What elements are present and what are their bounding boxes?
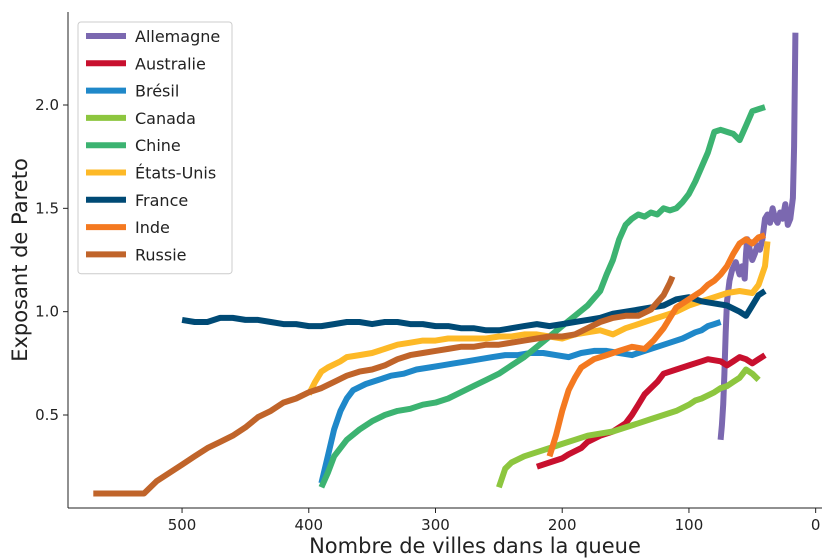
- series-line-bresil: [318, 319, 722, 484]
- x-tick-label: 300: [421, 516, 450, 534]
- x-axis-title: Nombre de villes dans la queue: [309, 534, 641, 558]
- legend-label-france: France: [135, 191, 188, 210]
- x-ticks: 500 400 300 200 100 0: [168, 508, 821, 534]
- y-ticks: 0.5 1.0 1.5 2.0: [35, 96, 68, 424]
- legend-label-australie: Australie: [135, 54, 206, 73]
- legend-label-canada: Canada: [135, 109, 196, 128]
- y-tick-label: 2.0: [35, 96, 59, 114]
- series-layer: [93, 32, 799, 497]
- legend-label-allemagne: Allemagne: [135, 27, 220, 46]
- x-tick-label: 400: [294, 516, 323, 534]
- legend-label-russie: Russie: [135, 245, 187, 264]
- series-line-russie: [93, 275, 676, 497]
- axes: 500 400 300 200 100 0 0.5 1.0 1.5 2.0: [35, 12, 822, 534]
- legend-label-inde: Inde: [135, 218, 170, 237]
- series-line-chine: [318, 104, 766, 489]
- legend-box: [77, 21, 233, 275]
- series-line-australie: [535, 352, 767, 470]
- legend-label-bresil: Brésil: [135, 82, 179, 101]
- series-line-etats-unis: [306, 241, 771, 396]
- x-tick-label: 0: [811, 516, 821, 534]
- y-tick-label: 1.5: [35, 199, 59, 217]
- y-tick-label: 0.5: [35, 406, 59, 424]
- y-axis-title: Exposant de Pareto: [8, 158, 32, 362]
- series-line-inde: [546, 232, 766, 458]
- series-line-canada: [496, 366, 761, 489]
- x-tick-label: 200: [548, 516, 577, 534]
- legend-label-etats-unis: États-Unis: [135, 164, 216, 183]
- x-tick-label: 500: [168, 516, 197, 534]
- y-tick-label: 1.0: [35, 303, 59, 321]
- legend-label-chine: Chine: [135, 136, 181, 155]
- x-tick-label: 100: [675, 516, 704, 534]
- legend: Allemagne Australie Brésil Canada Chine États…: [77, 21, 233, 275]
